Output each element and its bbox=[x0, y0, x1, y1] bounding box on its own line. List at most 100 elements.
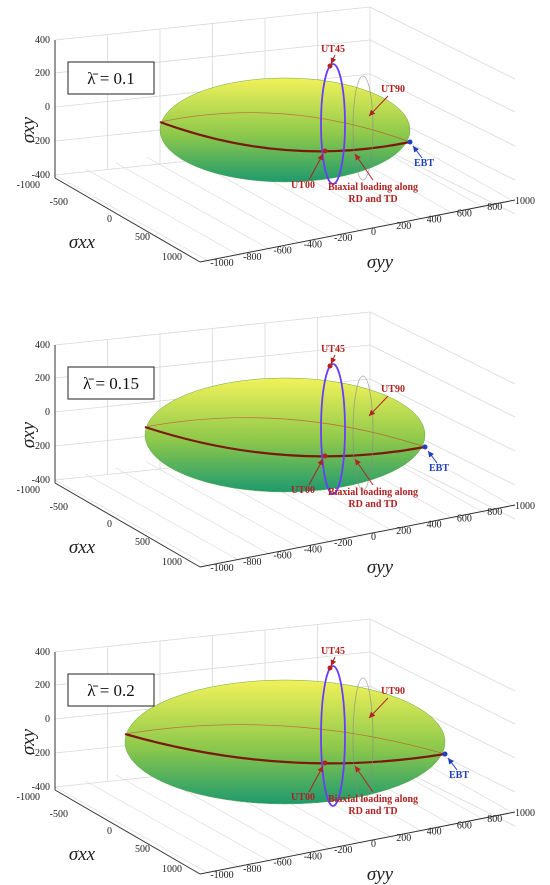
grid-line bbox=[369, 378, 516, 452]
lambda-box: λ̄ = 0.1 bbox=[67, 61, 155, 95]
y-tick-label: 200 bbox=[396, 221, 411, 232]
y-axis-line bbox=[199, 504, 516, 568]
chart-panel-2: 4002000-200-400-1000-50005001000-1000-80… bbox=[17, 311, 535, 578]
label-ut00: UT00 bbox=[291, 180, 315, 191]
grid-line bbox=[369, 618, 516, 692]
x-axis-label: σxx bbox=[69, 537, 96, 558]
y-axis-line bbox=[199, 199, 516, 263]
axes: 4002000-200-400-1000-50005001000-1000-80… bbox=[17, 340, 535, 578]
x-tick-label: 1000 bbox=[162, 252, 182, 263]
y-tick-label: -200 bbox=[334, 233, 352, 244]
y-tick-label: 600 bbox=[457, 208, 472, 219]
x-axis-line bbox=[54, 482, 201, 568]
point-ut00 bbox=[322, 148, 328, 154]
shear-loop bbox=[320, 363, 346, 495]
x-axis-line bbox=[54, 789, 201, 875]
z-tick-label: -200 bbox=[32, 136, 50, 147]
grid-line bbox=[146, 461, 302, 550]
biaxial-curve bbox=[159, 120, 411, 153]
y-tick-label: -400 bbox=[304, 544, 322, 555]
x-tick-label: -1000 bbox=[17, 792, 40, 803]
shear-loop bbox=[320, 665, 346, 807]
y-tick-label: 200 bbox=[396, 833, 411, 844]
y-tick-label: 1000 bbox=[515, 501, 535, 512]
grid-line bbox=[115, 774, 272, 863]
lambda-frame bbox=[67, 366, 155, 400]
lambda-frame bbox=[67, 61, 155, 95]
y-tick-label: -800 bbox=[243, 252, 261, 263]
grid-line bbox=[369, 39, 516, 113]
grid-line bbox=[369, 651, 516, 725]
arrow-ut90 bbox=[368, 395, 389, 417]
biaxial-curve-back bbox=[144, 417, 426, 448]
z-tick-label: 400 bbox=[35, 647, 50, 658]
z-tick-label: 200 bbox=[35, 680, 50, 691]
biaxial-curve-back bbox=[159, 112, 411, 143]
y-tick-label: -800 bbox=[243, 557, 261, 568]
grid-line bbox=[85, 168, 241, 257]
x-tick-label: -500 bbox=[50, 197, 68, 208]
axes: 4002000-200-400-1000-50005001000-1000-80… bbox=[17, 35, 535, 273]
z-axis-label: σxy bbox=[18, 116, 39, 143]
lambda-box: λ̄ = 0.15 bbox=[67, 366, 155, 400]
y-tick-label: 0 bbox=[371, 532, 376, 543]
y-tick-label: 600 bbox=[457, 820, 472, 831]
label-ut45: UT45 bbox=[321, 646, 345, 657]
y-tick-label: 200 bbox=[396, 526, 411, 537]
point-ebt bbox=[407, 139, 413, 145]
grid-line bbox=[54, 174, 211, 263]
arrow-ebt bbox=[447, 757, 458, 771]
x-tick-label: -500 bbox=[50, 809, 68, 820]
grid-line bbox=[85, 473, 241, 562]
z-tick-label: 400 bbox=[35, 340, 50, 351]
y-tick-label: -1000 bbox=[210, 258, 233, 269]
label-ut00: UT00 bbox=[291, 792, 315, 803]
lambda-label: λ̄ = 0.15 bbox=[83, 374, 139, 393]
x-tick-label: 1000 bbox=[162, 864, 182, 875]
grid-line bbox=[146, 156, 302, 245]
label-ut00: UT00 bbox=[291, 485, 315, 496]
y-tick-label: 0 bbox=[371, 839, 376, 850]
grid-line bbox=[369, 311, 516, 385]
x-tick-label: -500 bbox=[50, 502, 68, 513]
grid-line bbox=[369, 73, 516, 147]
x-tick-label: 500 bbox=[135, 537, 150, 548]
biaxial-curve bbox=[144, 425, 426, 458]
x-tick-label: 0 bbox=[107, 214, 112, 225]
point-ebt bbox=[422, 444, 428, 450]
x-tick-label: 500 bbox=[135, 844, 150, 855]
arrow-biaxial bbox=[354, 458, 374, 486]
y-axis-label: σyy bbox=[367, 557, 394, 578]
y-tick-label: 400 bbox=[427, 215, 442, 226]
arrow-ut45 bbox=[330, 354, 337, 365]
x-tick-label: -1000 bbox=[17, 180, 40, 191]
y-tick-label: -200 bbox=[334, 845, 352, 856]
y-tick-label: 600 bbox=[457, 513, 472, 524]
y-axis-label: σyy bbox=[367, 252, 394, 273]
axes: 4002000-200-400-1000-50005001000-1000-80… bbox=[17, 647, 535, 885]
y-axis-line bbox=[199, 811, 516, 875]
grid-line bbox=[54, 786, 211, 875]
point-ut45 bbox=[327, 363, 333, 369]
arrow-biaxial bbox=[354, 765, 374, 793]
arrow-ut00 bbox=[308, 153, 324, 181]
y-tick-label: 800 bbox=[487, 202, 502, 213]
shear-loop bbox=[320, 63, 346, 185]
arrow-ebt bbox=[412, 145, 423, 159]
label-biaxial-line2: RD and TD bbox=[348, 499, 397, 510]
y-tick-label: 0 bbox=[371, 227, 376, 238]
x-tick-label: 0 bbox=[107, 519, 112, 530]
z-axis-label: σxy bbox=[18, 421, 39, 448]
yield-surface bbox=[159, 77, 411, 183]
arrow-ut90 bbox=[368, 697, 389, 719]
chart-panel-1: 4002000-200-400-1000-50005001000-1000-80… bbox=[17, 6, 535, 273]
arrow-ebt bbox=[427, 450, 438, 464]
shear-loop-back bbox=[352, 75, 374, 181]
z-tick-label: 400 bbox=[35, 35, 50, 46]
point-ebt bbox=[442, 751, 448, 757]
arrow-biaxial bbox=[354, 153, 374, 181]
z-tick-label: -400 bbox=[32, 475, 50, 486]
chart-panel-3: 4002000-200-400-1000-50005001000-1000-80… bbox=[17, 618, 535, 885]
